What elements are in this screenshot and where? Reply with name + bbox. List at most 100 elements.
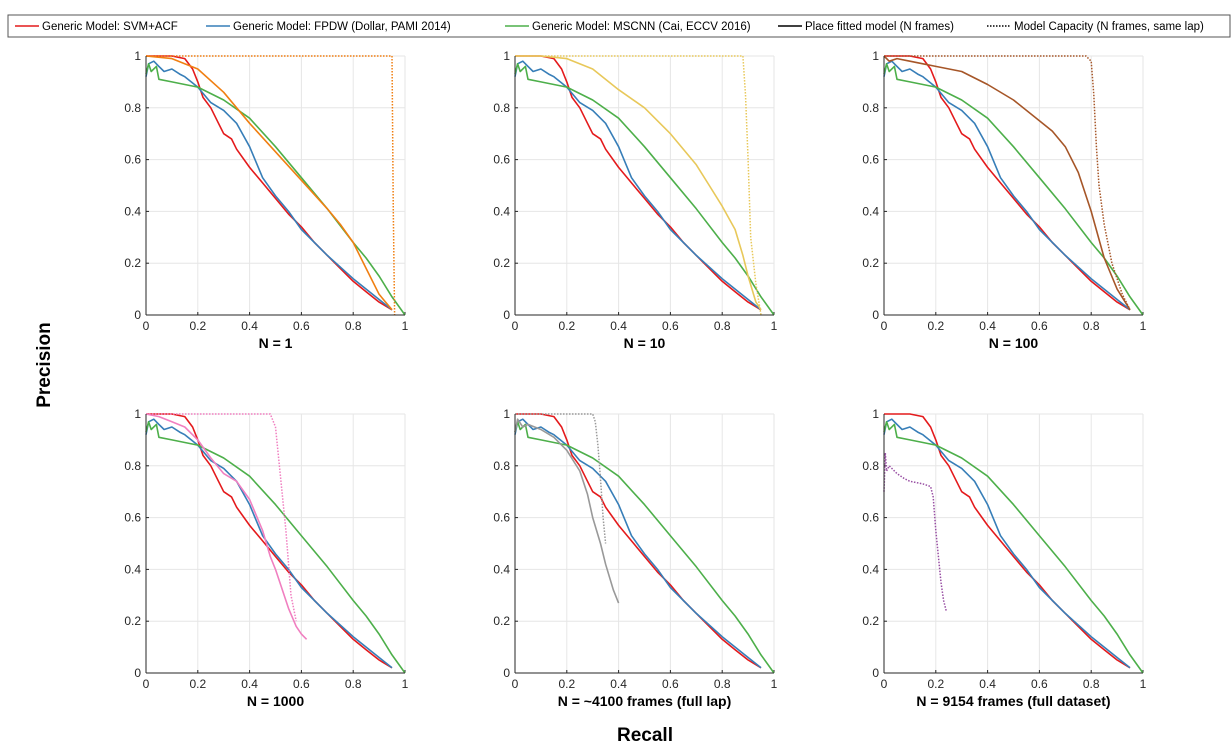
series-line-3 xyxy=(883,420,1144,674)
y-tick-label: 0 xyxy=(503,666,510,680)
x-tick-label: 0 xyxy=(143,319,150,333)
series-line-2 xyxy=(514,418,762,669)
y-tick-label: 0 xyxy=(134,308,141,322)
x-tick-label: 0.4 xyxy=(241,319,258,333)
y-tick-label: 0.4 xyxy=(493,204,510,218)
x-tick-label: 1 xyxy=(771,319,778,333)
panel-title: N = ~4100 frames (full lap) xyxy=(558,693,732,709)
series-line-4 xyxy=(515,55,762,311)
series-line-3 xyxy=(145,62,406,316)
legend-label-4: Place fitted model (N frames) xyxy=(805,21,954,33)
x-tick-label: 0 xyxy=(512,319,519,333)
series-line-2 xyxy=(883,418,1131,669)
y-tick-label: 0.2 xyxy=(493,614,510,628)
panel-title: N = 1000 xyxy=(247,693,304,709)
series-line-1 xyxy=(884,55,1131,311)
y-tick-label: 1 xyxy=(872,407,879,421)
series-line-1 xyxy=(515,413,762,669)
chart-panel-4: 0 0.2 0.4 0.6 0.8 1 0 0.2 0.4 0.6 0.8 1 N = 1000 xyxy=(124,407,408,709)
x-tick-label: 0.6 xyxy=(662,677,679,691)
y-tick-label: 0.8 xyxy=(493,101,510,115)
x-tick-label: 0.4 xyxy=(241,677,258,691)
series-line-3 xyxy=(145,420,406,674)
plot-area xyxy=(884,56,1143,315)
x-tick-label: 1 xyxy=(1140,677,1147,691)
y-tick-label: 1 xyxy=(134,49,141,63)
y-tick-label: 0.8 xyxy=(124,459,141,473)
plot-area xyxy=(515,56,774,315)
y-tick-label: 0.2 xyxy=(862,614,879,628)
chart-panel-5: 0 0.2 0.4 0.6 0.8 1 0 0.2 0.4 0.6 0.8 1 N = ~4100 fr… xyxy=(493,407,777,709)
y-tick-label: 0.4 xyxy=(862,204,879,218)
series-line-4 xyxy=(883,55,1131,311)
y-tick-label: 0.6 xyxy=(493,511,510,525)
y-tick-label: 0.6 xyxy=(862,153,879,167)
y-tick-label: 0.6 xyxy=(862,511,879,525)
series-line-5 xyxy=(884,55,1131,311)
y-tick-label: 1 xyxy=(134,407,141,421)
x-tick-label: 0.8 xyxy=(345,319,362,333)
x-tick-label: 1 xyxy=(771,677,778,691)
legend-label-2: Generic Model: FPDW (Dollar, PAMI 2014) xyxy=(233,21,451,33)
y-tick-label: 0.8 xyxy=(493,459,510,473)
x-tick-label: 0.2 xyxy=(927,319,944,333)
x-tick-label: 0.8 xyxy=(714,677,731,691)
y-tick-label: 0.2 xyxy=(493,256,510,270)
y-tick-label: 0.2 xyxy=(862,256,879,270)
x-tick-label: 0.4 xyxy=(610,677,627,691)
x-tick-label: 0.2 xyxy=(189,319,206,333)
legend-label-5: Model Capacity (N frames, same lap) xyxy=(1014,21,1204,33)
x-tick-label: 0 xyxy=(143,677,150,691)
series-line-1 xyxy=(146,413,393,669)
plot-area xyxy=(884,414,1143,673)
y-tick-label: 0.6 xyxy=(493,153,510,167)
x-tick-label: 0 xyxy=(512,677,519,691)
x-tick-label: 0.8 xyxy=(1083,677,1100,691)
panel-title: N = 10 xyxy=(624,335,666,351)
x-tick-label: 0.2 xyxy=(189,677,206,691)
y-tick-label: 0.6 xyxy=(124,511,141,525)
y-tick-label: 0.4 xyxy=(124,562,141,576)
series-line-4 xyxy=(514,418,620,604)
y-tick-label: 1 xyxy=(503,49,510,63)
figure-ylabel: Precision xyxy=(34,322,55,408)
series-line-5 xyxy=(515,55,762,316)
x-tick-label: 0 xyxy=(881,677,888,691)
series-line-3 xyxy=(883,62,1144,316)
y-tick-label: 0.8 xyxy=(124,101,141,115)
y-tick-label: 0.6 xyxy=(124,153,141,167)
y-tick-label: 0.8 xyxy=(862,101,879,115)
y-tick-label: 0.4 xyxy=(124,204,141,218)
series-line-1 xyxy=(146,55,393,311)
series-line-2 xyxy=(514,60,762,311)
x-tick-label: 0.8 xyxy=(714,319,731,333)
x-tick-label: 0.6 xyxy=(293,677,310,691)
y-tick-label: 0 xyxy=(503,308,510,322)
y-tick-label: 0.4 xyxy=(493,562,510,576)
y-tick-label: 1 xyxy=(503,407,510,421)
x-tick-label: 0.8 xyxy=(1083,319,1100,333)
panels: 0 0.2 0.4 0.6 0.8 1 0 0.2 0.4 0.6 0.8 1 N = 10 0.2 0.4… xyxy=(124,49,1146,709)
y-tick-label: 0.4 xyxy=(862,562,879,576)
series-line-2 xyxy=(883,60,1131,311)
chart-panel-2: 0 0.2 0.4 0.6 0.8 1 0 0.2 0.4 0.6 0.8 1 N = 10 xyxy=(493,49,777,351)
x-tick-label: 0.6 xyxy=(1031,677,1048,691)
chart-panel-6: 0 0.2 0.4 0.6 0.8 1 0 0.2 0.4 0.6 0.8 1 N = 9154 fra… xyxy=(862,407,1146,709)
x-tick-label: 0.4 xyxy=(610,319,627,333)
x-tick-label: 1 xyxy=(1140,319,1147,333)
chart-panel-1: 0 0.2 0.4 0.6 0.8 1 0 0.2 0.4 0.6 0.8 1 N = 1 xyxy=(124,49,408,351)
legend-label-3: Generic Model: MSCNN (Cai, ECCV 2016) xyxy=(532,21,751,33)
x-tick-label: 1 xyxy=(402,319,409,333)
plot-area xyxy=(146,414,405,673)
series-line-5 xyxy=(146,413,297,622)
panel-title: N = 9154 frames (full dataset) xyxy=(916,693,1110,709)
panel-title: N = 100 xyxy=(989,335,1039,351)
series-line-3 xyxy=(514,62,775,316)
series-line-2 xyxy=(145,60,393,311)
series-line-2 xyxy=(145,418,393,669)
y-tick-label: 0.2 xyxy=(124,614,141,628)
series-line-4 xyxy=(145,55,393,311)
x-tick-label: 0.2 xyxy=(558,677,575,691)
x-tick-label: 0.6 xyxy=(662,319,679,333)
